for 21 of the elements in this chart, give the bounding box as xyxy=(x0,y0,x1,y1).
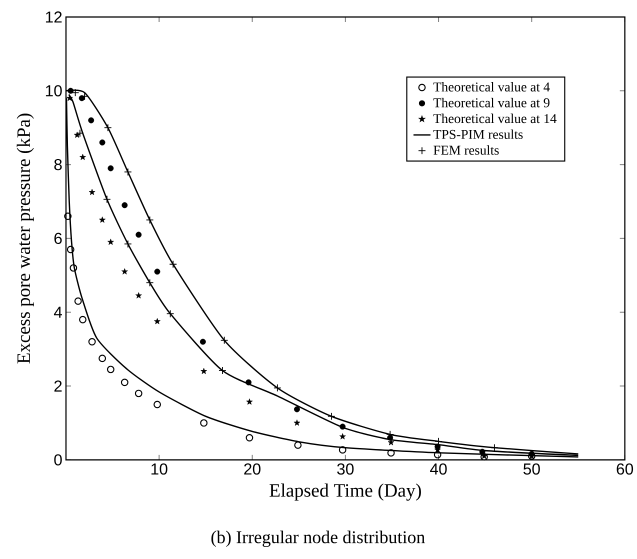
x-tick-label: 30 xyxy=(337,463,354,475)
legend-label: Theoretical value at 4 xyxy=(433,82,550,92)
legend-label: Theoretical value at 14 xyxy=(433,114,557,124)
legend-label: TPS-PIM results xyxy=(433,130,523,140)
x-tick-label: 20 xyxy=(244,463,260,475)
legend-label: FEM results xyxy=(434,145,499,155)
y-tick-label: 2 xyxy=(54,380,62,392)
legend-label: Theoretical value at 9 xyxy=(433,98,550,108)
y-tick-label: 10 xyxy=(46,85,62,97)
x-tick-label: 40 xyxy=(430,463,447,475)
y-tick-label: 6 xyxy=(54,232,62,244)
y-axis-title: Excess pore water pressure (kPa) xyxy=(16,114,34,364)
x-axis-title: Elapsed Time (Day) xyxy=(270,484,421,501)
y-tick-label: 8 xyxy=(54,159,62,170)
text: (b) Irregular node distribution xyxy=(211,530,425,548)
x-tick-label: 60 xyxy=(616,463,634,475)
y-tick-label: 0 xyxy=(54,454,62,466)
x-tick-label: 10 xyxy=(151,463,168,475)
x-tick-label: 50 xyxy=(523,463,540,475)
y-tick-label: 12 xyxy=(46,12,62,23)
y-tick-label: 4 xyxy=(54,306,62,318)
